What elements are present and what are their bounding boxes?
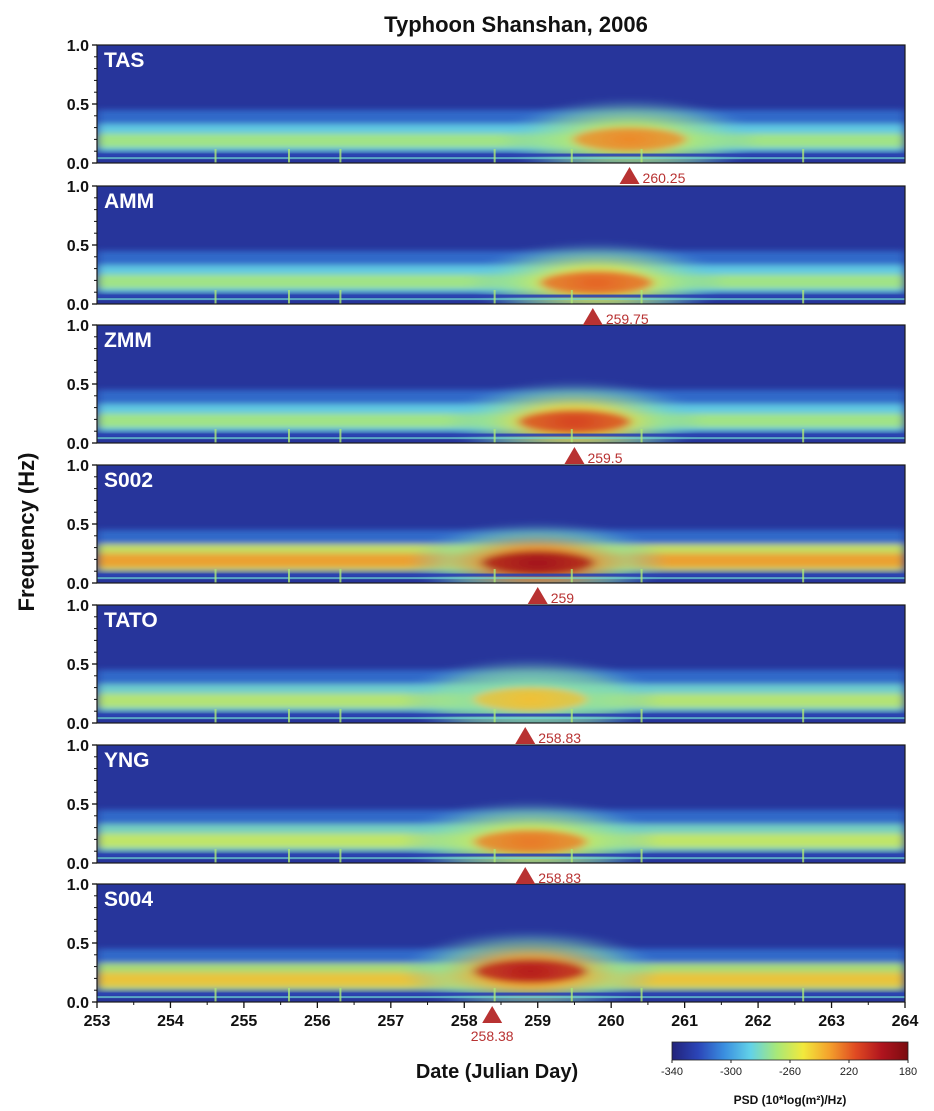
y-tick-label: 1.0: [67, 738, 89, 755]
y-axis: 0.0 0.5 1.0: [67, 38, 97, 173]
y-tick-label: 0.5: [67, 936, 89, 953]
marker-yng: 258.83: [515, 867, 581, 886]
panel-s002: 0.0 0.5 1.0 S002: [67, 458, 906, 593]
marker-triangle: [619, 167, 640, 184]
colorbar-label: PSD (10*log(m²)/Hz): [734, 1093, 847, 1107]
marker-label: 258.83: [538, 870, 581, 886]
y-axis: 0.0 0.5 1.0: [67, 877, 97, 1012]
marker-label: 259.5: [587, 450, 622, 466]
y-axis: 0.0 0.5 1.0: [67, 318, 97, 453]
y-axis: 0.0 0.5 1.0: [67, 598, 97, 733]
marker-label: 260.25: [643, 170, 686, 186]
marker-triangle: [527, 587, 548, 604]
x-tick-label: 259: [524, 1013, 551, 1030]
spectrogram-panels: 0.00.51.0TAS0.00.51.0AMM0.00.51.0ZMM0.00…: [67, 38, 906, 1012]
marker-triangle: [564, 447, 585, 464]
colorbar: -340 -300 -260 220 180 PSD (10*log(m²)/Hz): [661, 1041, 917, 1107]
x-tick-label: 254: [157, 1013, 184, 1030]
spectrogram-energy: [97, 241, 905, 304]
y-tick-label: 1.0: [67, 318, 89, 335]
marker-triangle: [515, 727, 536, 744]
x-axis: 253 254 255 256 257 258 259 260 261 262 263 264: [84, 1002, 919, 1030]
station-label: S004: [104, 888, 153, 911]
spectrogram-energy: [97, 658, 905, 723]
y-tick-label: 0.0: [67, 297, 89, 314]
panel-tas: 0.0 0.5 1.0 TAS: [67, 38, 906, 173]
y-tick-label: 0.0: [67, 716, 89, 733]
x-axis-label: Date (Julian Day): [416, 1061, 578, 1083]
y-tick-label: 0.0: [67, 995, 89, 1012]
station-label: TATO: [104, 609, 158, 632]
y-tick-label: 0.5: [67, 238, 89, 255]
colorbar-ticks: -340 -300 -260 220 180: [661, 1060, 917, 1078]
y-tick-label: 0.5: [67, 657, 89, 674]
marker-label: 259: [551, 590, 575, 606]
marker-label: 259.75: [606, 311, 649, 327]
y-axis: 0.0 0.5 1.0: [67, 738, 97, 873]
marker-triangle: [482, 1006, 503, 1023]
colorbar-tick-label: -340: [661, 1066, 683, 1078]
y-tick-label: 1.0: [67, 458, 89, 475]
x-tick-label: 255: [231, 1013, 258, 1030]
station-label: TAS: [104, 49, 144, 72]
landfall-markers: 260.25 259.75 259.5 259 258.83 258.83 258.38: [471, 167, 686, 1044]
spectrogram-energy: [97, 98, 905, 163]
chart-title: Typhoon Shanshan, 2006: [384, 12, 648, 37]
x-tick-label: 262: [745, 1013, 772, 1030]
spectrogram-energy: [97, 521, 905, 583]
marker-amm: 259.75: [582, 308, 649, 327]
marker-s004: 258.38: [471, 1006, 514, 1044]
x-tick-label: 253: [84, 1013, 111, 1030]
colorbar-scale: [671, 1041, 909, 1061]
marker-label: 258.83: [538, 730, 581, 746]
colorbar-tick-label: 180: [899, 1066, 917, 1078]
marker-s002: 259: [527, 587, 575, 606]
y-tick-label: 1.0: [67, 877, 89, 894]
x-tick-label: 258: [451, 1013, 478, 1030]
spectrogram-energy: [97, 380, 905, 443]
y-tick-label: 0.5: [67, 97, 89, 114]
x-tick-label: 256: [304, 1013, 331, 1030]
station-label: S002: [104, 469, 153, 492]
x-tick-label: 257: [377, 1013, 404, 1030]
y-tick-label: 0.5: [67, 797, 89, 814]
y-tick-label: 0.0: [67, 856, 89, 873]
marker-tato: 258.83: [515, 727, 581, 746]
x-tick-label: 261: [671, 1013, 698, 1030]
y-tick-label: 1.0: [67, 179, 89, 196]
panel-amm: 0.0 0.5 1.0 AMM: [67, 179, 906, 314]
y-tick-label: 0.0: [67, 576, 89, 593]
y-tick-label: 0.5: [67, 517, 89, 534]
y-tick-label: 1.0: [67, 38, 89, 55]
colorbar-tick-label: 220: [840, 1066, 858, 1078]
marker-triangle: [515, 867, 536, 884]
x-tick-label: 264: [892, 1013, 919, 1030]
station-label: YNG: [104, 749, 150, 772]
station-label: AMM: [104, 190, 154, 213]
y-axis: 0.0 0.5 1.0: [67, 179, 97, 314]
x-tick-label: 260: [598, 1013, 625, 1030]
marker-label: 258.38: [471, 1028, 514, 1044]
marker-zmm: 259.5: [564, 447, 623, 466]
panel-zmm: 0.0 0.5 1.0 ZMM: [67, 318, 906, 453]
y-axis: 0.0 0.5 1.0: [67, 458, 97, 593]
panel-yng: 0.0 0.5 1.0 YNG: [67, 738, 906, 873]
spectrogram-energy: [97, 930, 905, 1002]
panel-s004: 0.0 0.5 1.0 S004: [67, 877, 906, 1012]
station-label: ZMM: [104, 329, 152, 352]
y-axis-label: Frequency (Hz): [14, 453, 39, 612]
colorbar-tick-label: -300: [720, 1066, 742, 1078]
colorbar-tick-label: -260: [779, 1066, 801, 1078]
spectrogram-energy: [97, 800, 905, 863]
panel-tato: 0.0 0.5 1.0 TATO: [67, 598, 906, 733]
x-tick-label: 263: [818, 1013, 845, 1030]
y-tick-label: 0.0: [67, 156, 89, 173]
y-tick-label: 0.5: [67, 377, 89, 394]
y-tick-label: 1.0: [67, 598, 89, 615]
marker-tas: 260.25: [619, 167, 686, 186]
marker-triangle: [582, 308, 603, 325]
y-tick-label: 0.0: [67, 436, 89, 453]
